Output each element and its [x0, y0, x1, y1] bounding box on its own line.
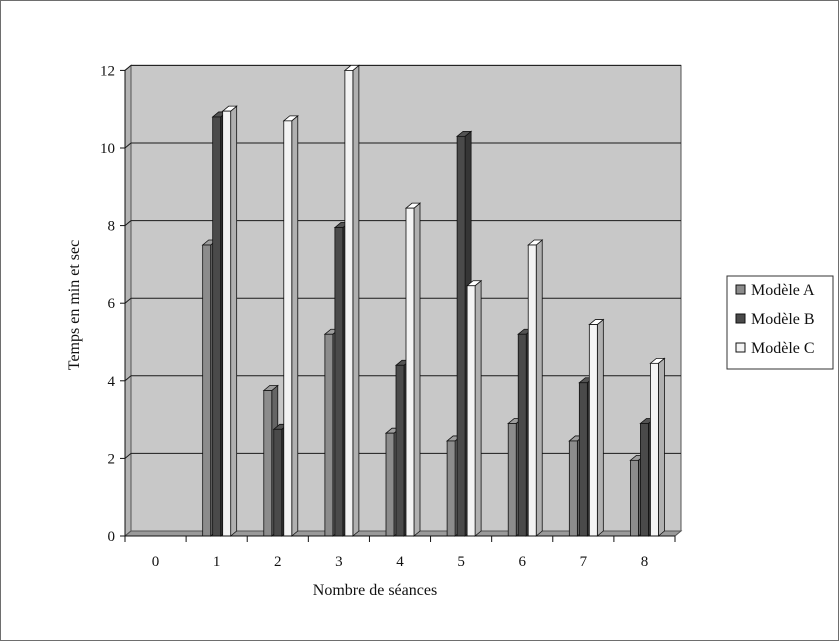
- bar-front: [507, 423, 517, 537]
- gridline-side: [124, 142, 132, 149]
- bar: [527, 239, 544, 537]
- legend-swatch: [735, 313, 746, 324]
- bar: [466, 279, 483, 537]
- legend-swatch: [735, 342, 746, 353]
- bar-side: [658, 357, 665, 537]
- y-tick-label: 4: [108, 374, 116, 390]
- bar: [649, 357, 666, 537]
- x-tick-label: 1: [213, 554, 221, 570]
- bar-front: [222, 110, 232, 537]
- x-tick-label: 6: [518, 554, 526, 570]
- bar-front: [446, 440, 456, 537]
- y-tick-label: 0: [108, 529, 116, 545]
- bar-front: [588, 324, 598, 537]
- legend-label: Modèle B: [751, 311, 815, 328]
- x-tick-label: 4: [396, 554, 404, 570]
- bar-front: [202, 244, 212, 537]
- x-tick-label: 5: [457, 554, 465, 570]
- x-tick-label: 8: [641, 554, 649, 570]
- bar-front: [405, 207, 415, 537]
- bar-front: [334, 227, 344, 537]
- bar-front: [395, 364, 405, 537]
- gridline-side: [124, 65, 132, 71]
- bar-front: [212, 116, 222, 537]
- bar-front: [568, 440, 578, 537]
- bar-front: [517, 333, 527, 537]
- bar: [588, 318, 605, 537]
- bar-side: [291, 114, 299, 537]
- bar-front: [456, 135, 466, 537]
- x-tick-label: 2: [274, 554, 282, 570]
- bar-front: [385, 432, 395, 537]
- x-tick-label: 0: [152, 554, 160, 570]
- bar-side: [230, 105, 238, 537]
- legend-label: Modèle A: [751, 282, 815, 299]
- gridline-side: [124, 297, 132, 304]
- bar-front: [283, 120, 293, 537]
- bar: [404, 202, 422, 537]
- bar-side: [352, 64, 360, 537]
- bar-side: [474, 279, 482, 537]
- legend: Modèle A Modèle B Modèle C: [726, 275, 834, 370]
- y-axis-label: Temps en min et sec: [66, 240, 83, 370]
- bar-side: [535, 239, 543, 537]
- bar-front: [578, 382, 588, 537]
- bar-front: [466, 285, 476, 537]
- bar-front: [324, 333, 334, 537]
- bar-front: [344, 70, 354, 537]
- legend-swatch: [735, 284, 746, 295]
- bar: [343, 64, 360, 537]
- y-tick-label: 2: [108, 451, 116, 467]
- axes-group: Nombre de séances Temps en min et sec 0 2…: [66, 63, 676, 599]
- bar-front: [273, 428, 283, 537]
- y-tick-label: 8: [108, 219, 116, 235]
- bar-side: [413, 202, 421, 537]
- y-tick-label: 12: [100, 63, 115, 79]
- bar-front: [650, 362, 659, 537]
- gridline-side: [124, 453, 132, 459]
- bar-front: [263, 390, 273, 537]
- gridline-side: [124, 375, 132, 382]
- bar-side: [596, 318, 604, 537]
- bar-front: [527, 244, 537, 537]
- x-tick-label: 3: [335, 554, 343, 570]
- legend-label: Modèle C: [751, 340, 815, 357]
- y-tick-label: 6: [108, 296, 116, 312]
- bar-front: [630, 459, 639, 537]
- gridline-side: [124, 220, 132, 226]
- bar: [282, 114, 299, 537]
- bar-front: [640, 423, 649, 537]
- bar: [221, 105, 238, 537]
- y-tick-label: 10: [100, 141, 115, 157]
- x-axis-label: Nombre de séances: [313, 582, 437, 599]
- x-tick-label: 7: [580, 554, 588, 570]
